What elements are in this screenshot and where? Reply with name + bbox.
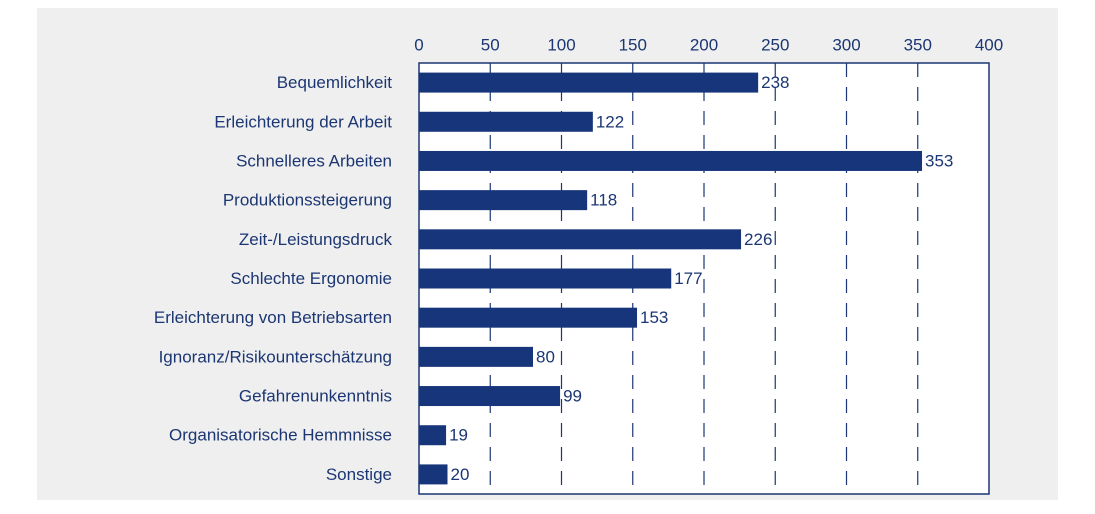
value-label: 122	[596, 112, 624, 131]
value-label: 118	[590, 191, 617, 210]
y-tick-label: Sonstige	[326, 465, 392, 484]
y-tick-label: Bequemlichkeit	[277, 73, 393, 92]
value-label: 238	[761, 73, 789, 92]
value-label: 353	[925, 151, 953, 170]
x-tick-label: 0	[414, 35, 423, 54]
value-label: 177	[674, 269, 702, 288]
bar	[419, 464, 448, 485]
x-tick-label: 50	[481, 35, 500, 54]
x-tick-label: 250	[761, 35, 789, 54]
y-tick-label: Erleichterung der Arbeit	[214, 112, 392, 131]
bar	[419, 190, 588, 211]
bar	[419, 229, 742, 250]
y-tick-label: Gefahrenunkenntnis	[239, 387, 392, 406]
y-tick-label: Schnelleres Arbeiten	[236, 151, 392, 170]
value-label: 80	[536, 347, 555, 366]
bar	[419, 346, 533, 367]
x-tick-label: 200	[690, 35, 718, 54]
x-tick-label: 400	[975, 35, 1003, 54]
x-tick-label: 100	[547, 35, 575, 54]
y-tick-label: Erleichterung von Betriebsarten	[154, 308, 392, 327]
x-tick-label: 350	[904, 35, 932, 54]
y-tick-label: Zeit-/Leistungsdruck	[239, 230, 393, 249]
bar	[419, 111, 593, 132]
bar	[419, 307, 638, 328]
y-tick-label: Organisatorische Hemmnisse	[169, 426, 392, 445]
y-tick-label: Schlechte Ergonomie	[230, 269, 392, 288]
bar	[419, 386, 561, 407]
y-tick-label: Produktionssteigerung	[223, 191, 392, 210]
value-label: 19	[449, 426, 468, 445]
value-label: 153	[640, 308, 668, 327]
x-tick-label: 300	[832, 35, 860, 54]
bar	[419, 150, 923, 171]
y-tick-label: Ignoranz/Risikounterschätzung	[159, 347, 392, 366]
bar	[419, 268, 672, 289]
value-label: 226	[744, 230, 772, 249]
value-label: 99	[563, 387, 582, 406]
value-label: 20	[451, 465, 470, 484]
bar	[419, 72, 759, 93]
x-tick-label: 150	[619, 35, 647, 54]
bar	[419, 425, 447, 446]
